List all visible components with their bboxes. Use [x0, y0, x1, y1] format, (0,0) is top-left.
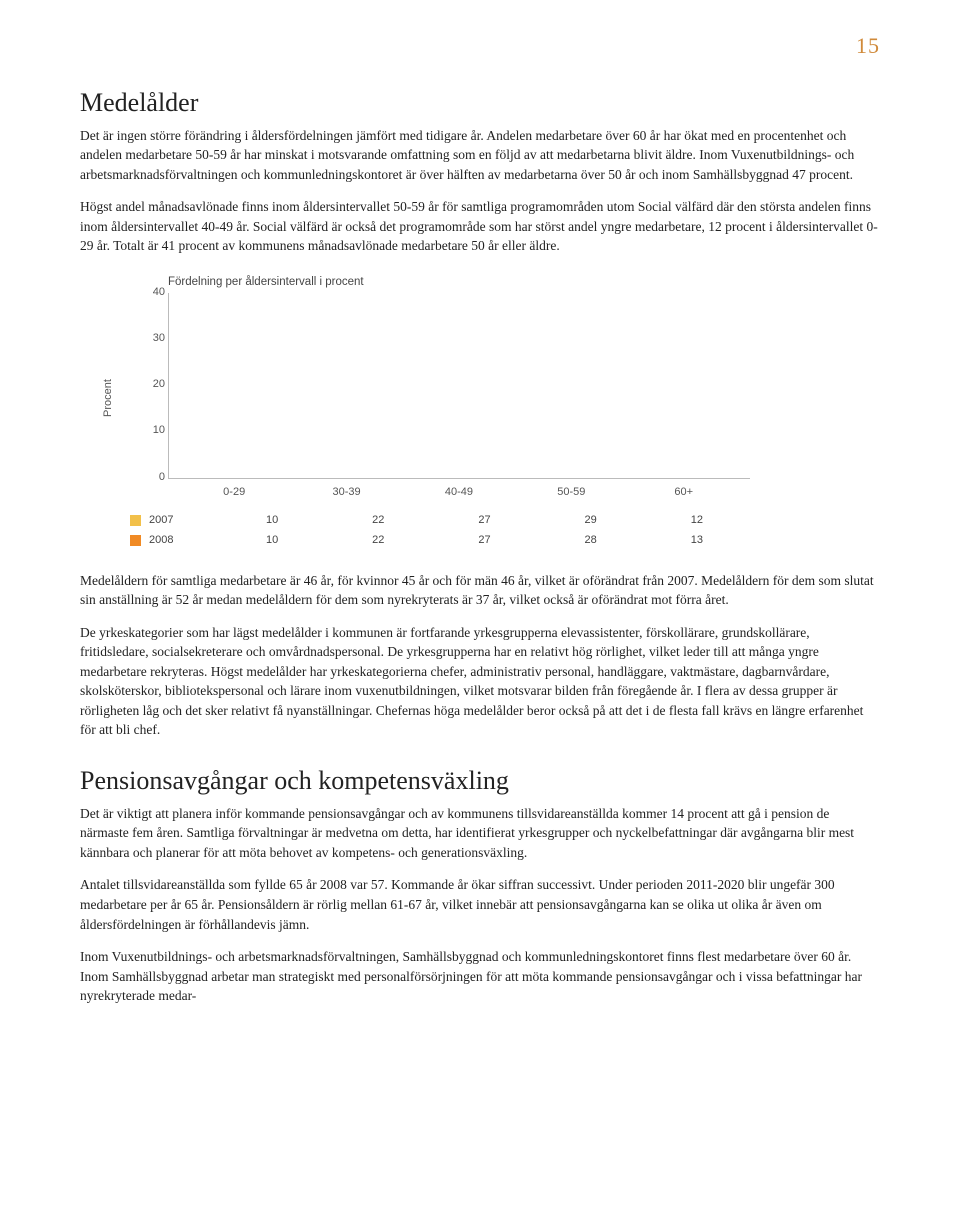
section2-p1: Det är viktigt att planera inför kommand… [80, 804, 880, 863]
chart-bars-row [169, 293, 750, 478]
chart-legend-cells: 10 22 27 29 12 [199, 513, 750, 529]
chart-legend-row: 2008 10 22 27 28 13 [130, 533, 750, 549]
age-distribution-chart: Fördelning per åldersintervall i procent… [80, 274, 800, 549]
chart-legend-year: 2007 [149, 513, 199, 529]
chart-y-tick: 30 [139, 331, 165, 347]
chart-legend-cell: 10 [232, 513, 312, 529]
chart-area: Procent 010203040 0-2930-3940-4950-5960+ [130, 293, 750, 503]
chart-legend-cell: 12 [657, 513, 737, 529]
chart-legend-cell: 10 [232, 533, 312, 549]
chart-x-label: 50-59 [531, 481, 611, 503]
after-chart-p2: De yrkeskategorier som har lägst medelål… [80, 623, 880, 740]
section2-p3: Inom Vuxenutbildnings- och arbetsmarknad… [80, 947, 880, 1006]
chart-y-tick: 0 [139, 470, 165, 486]
chart-legend-cell: 22 [338, 513, 418, 529]
chart-legend-row: 2007 10 22 27 29 12 [130, 513, 750, 529]
section1-title: Medelålder [80, 84, 880, 122]
chart-legend-cell: 13 [657, 533, 737, 549]
chart-y-axis-label: Procent [101, 379, 117, 417]
section2-title: Pensionsavgångar och kompetensväxling [80, 762, 880, 800]
chart-x-label: 30-39 [307, 481, 387, 503]
chart-legend-cell: 29 [551, 513, 631, 529]
after-chart-p1: Medelåldern för samtliga medarbetare är … [80, 571, 880, 610]
section1-p1: Det är ingen större förändring i åldersf… [80, 126, 880, 185]
chart-legend-year: 2008 [149, 533, 199, 549]
page-number: 15 [80, 30, 880, 62]
chart-legend-cell: 22 [338, 533, 418, 549]
section1-p2: Högst andel månadsavlönade finns inom ål… [80, 197, 880, 256]
chart-legend-swatch [130, 535, 141, 546]
chart-legend-cell: 28 [551, 533, 631, 549]
chart-legend-swatch [130, 515, 141, 526]
chart-y-tick: 40 [139, 285, 165, 301]
chart-legend-table: 2007 10 22 27 29 12 2008 10 22 27 28 13 [130, 513, 750, 549]
chart-x-labels: 0-29 30-39 40-49 50-59 60+ [168, 481, 750, 503]
chart-title: Fördelning per åldersintervall i procent [168, 274, 800, 291]
section2-p2: Antalet tillsvidareanställda som fyllde … [80, 875, 880, 934]
chart-legend-cells: 10 22 27 28 13 [199, 533, 750, 549]
chart-y-tick: 10 [139, 423, 165, 439]
chart-x-label: 0-29 [194, 481, 274, 503]
chart-legend-cell: 27 [444, 513, 524, 529]
chart-plot: 010203040 [168, 293, 750, 479]
chart-x-label: 60+ [644, 481, 724, 503]
chart-legend-cell: 27 [444, 533, 524, 549]
chart-x-label: 40-49 [419, 481, 499, 503]
chart-y-tick: 20 [139, 377, 165, 393]
